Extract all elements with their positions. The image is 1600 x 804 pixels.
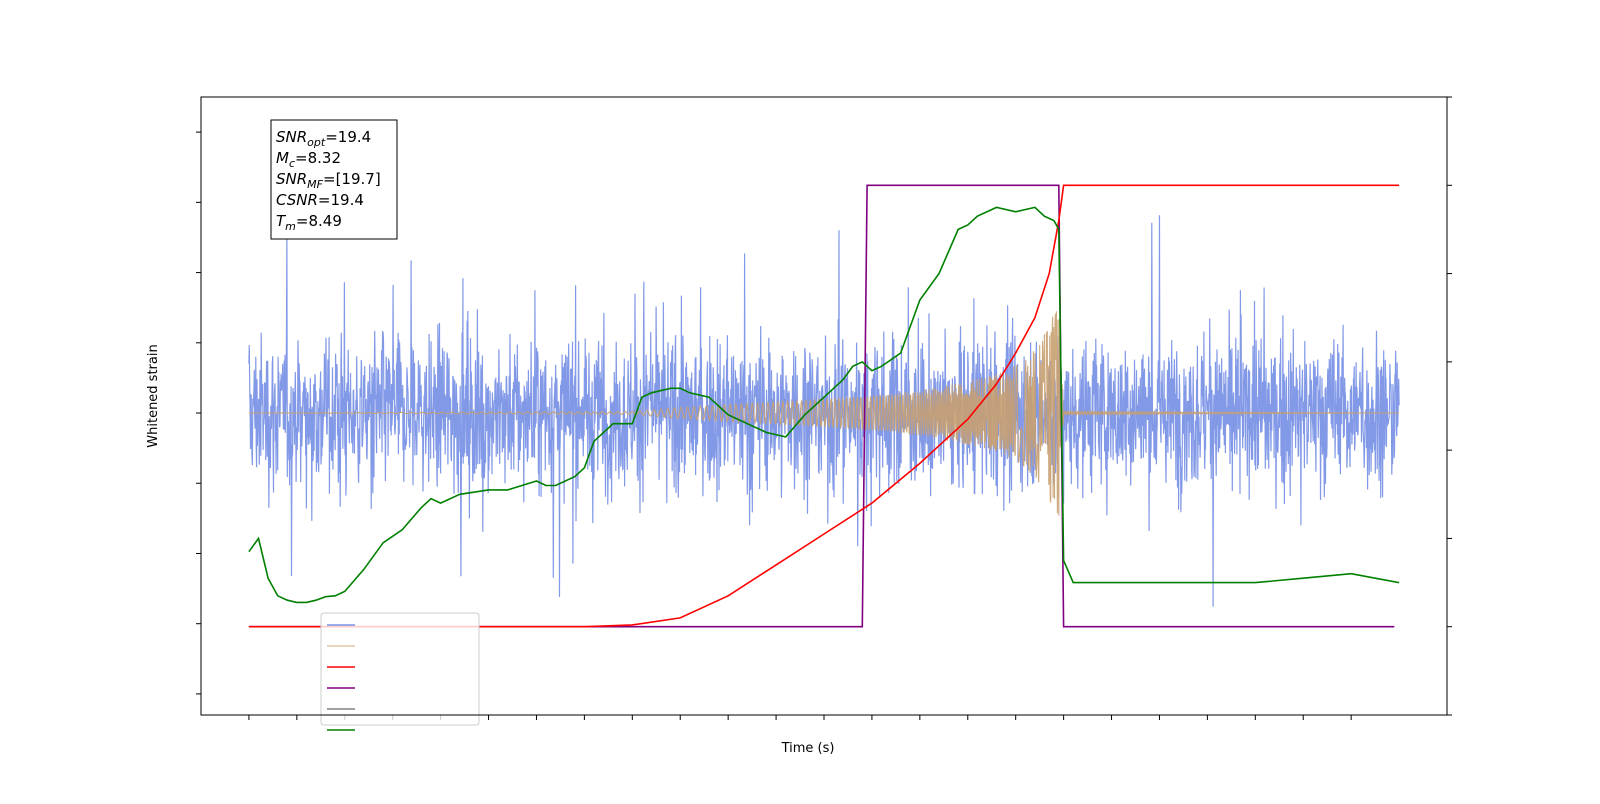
plot-area <box>248 184 1400 628</box>
y-axis-left <box>196 131 201 695</box>
annotation-frame <box>270 119 398 240</box>
annotation-line: Mc=8.32 <box>276 149 341 170</box>
y-axis-label: Whitened strain <box>146 344 161 447</box>
series-label <box>248 184 1395 628</box>
annotation-line: Tm=8.49 <box>276 212 342 233</box>
annotation-line: SNRMF=[19.7] <box>276 170 381 191</box>
x-axis-label: Time (s) <box>781 741 835 756</box>
x-axis <box>248 715 1352 720</box>
legend <box>320 612 480 731</box>
legend-frame <box>320 612 480 726</box>
series-cumulative-snr <box>248 184 1400 628</box>
annotation-line: SNRopt=19.4 <box>276 128 371 149</box>
y-axis-right <box>1447 96 1452 716</box>
plot-frame <box>200 96 1448 716</box>
series-signal-statistics <box>248 206 1400 604</box>
annotation-line: CSNR=19.4 <box>276 191 364 209</box>
series-signal-only <box>248 311 1400 516</box>
